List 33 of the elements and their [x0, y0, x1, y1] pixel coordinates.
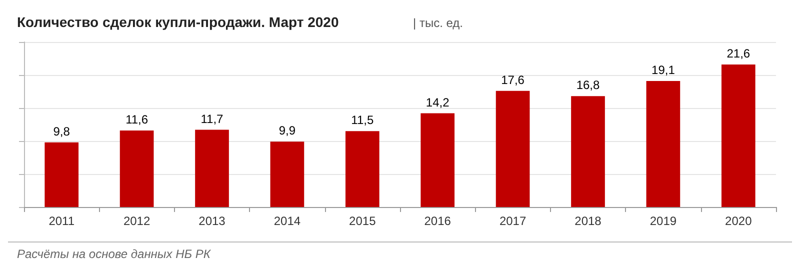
x-tick-label: 2015	[349, 214, 376, 228]
x-tick-label: 2016	[424, 214, 452, 228]
bar	[195, 130, 229, 207]
x-tick-label: 2018	[574, 214, 602, 228]
x-tick-label: 2019	[650, 214, 677, 228]
data-label: 11,6	[126, 112, 148, 126]
data-label: 17,6	[501, 72, 525, 87]
x-tick-label: 2020	[725, 214, 752, 228]
bar	[646, 80, 680, 207]
x-tick-label: 2017	[499, 214, 526, 228]
data-label: 9,8	[53, 124, 70, 138]
bar	[420, 113, 455, 207]
bar	[571, 96, 605, 207]
x-tick-label: 2014	[274, 214, 301, 228]
data-label: 21,6	[726, 46, 750, 60]
bar	[345, 131, 380, 207]
chart-subtitle: | тыс. ед.	[413, 16, 463, 30]
x-tick-label: 2011	[48, 214, 75, 228]
bar	[44, 142, 79, 207]
chart-title: Количество сделок купли-продажи. Март 2020	[17, 14, 339, 30]
data-label: 11,7	[200, 112, 224, 126]
bar	[270, 142, 304, 207]
bar	[496, 90, 530, 207]
x-tick-label: 2013	[198, 214, 226, 228]
data-label: 16,8	[576, 78, 600, 92]
data-label: 19,1	[652, 62, 676, 77]
bar	[120, 130, 154, 207]
bar	[721, 64, 756, 207]
x-tick-label: 2012	[123, 214, 150, 228]
text: Расчёты на основе данных НБ РК	[17, 247, 212, 261]
data-label: 11,5	[351, 113, 374, 128]
data-label: 14,2	[426, 95, 450, 110]
data-label: 9,9	[278, 124, 296, 138]
